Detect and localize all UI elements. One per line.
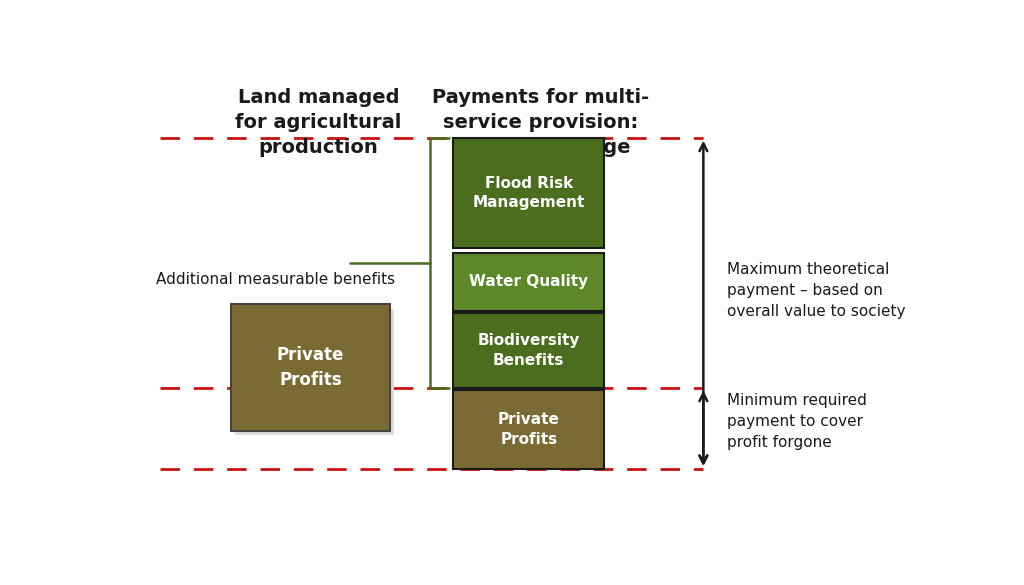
- Text: Private
Profits: Private Profits: [276, 346, 344, 389]
- Text: Maximum theoretical
payment – based on
overall value to society: Maximum theoretical payment – based on o…: [727, 263, 905, 319]
- Text: Payments for multi-
service provision:
land use change: Payments for multi- service provision: l…: [432, 88, 649, 157]
- Text: Water Quality: Water Quality: [469, 274, 589, 290]
- Text: Biodiversity
Benefits: Biodiversity Benefits: [477, 333, 580, 368]
- Bar: [236, 309, 394, 435]
- Bar: [454, 253, 604, 311]
- Text: Flood Risk
Management: Flood Risk Management: [473, 176, 585, 211]
- Text: Minimum required
payment to cover
profit forgone: Minimum required payment to cover profit…: [727, 393, 867, 450]
- Bar: [454, 390, 604, 469]
- Text: Additional measurable benefits: Additional measurable benefits: [156, 272, 395, 287]
- Text: Private
Profits: Private Profits: [498, 412, 560, 447]
- Bar: [454, 314, 604, 388]
- Bar: [454, 138, 604, 248]
- Text: Land managed
for agricultural
production: Land managed for agricultural production: [236, 88, 401, 157]
- Bar: [231, 304, 390, 431]
